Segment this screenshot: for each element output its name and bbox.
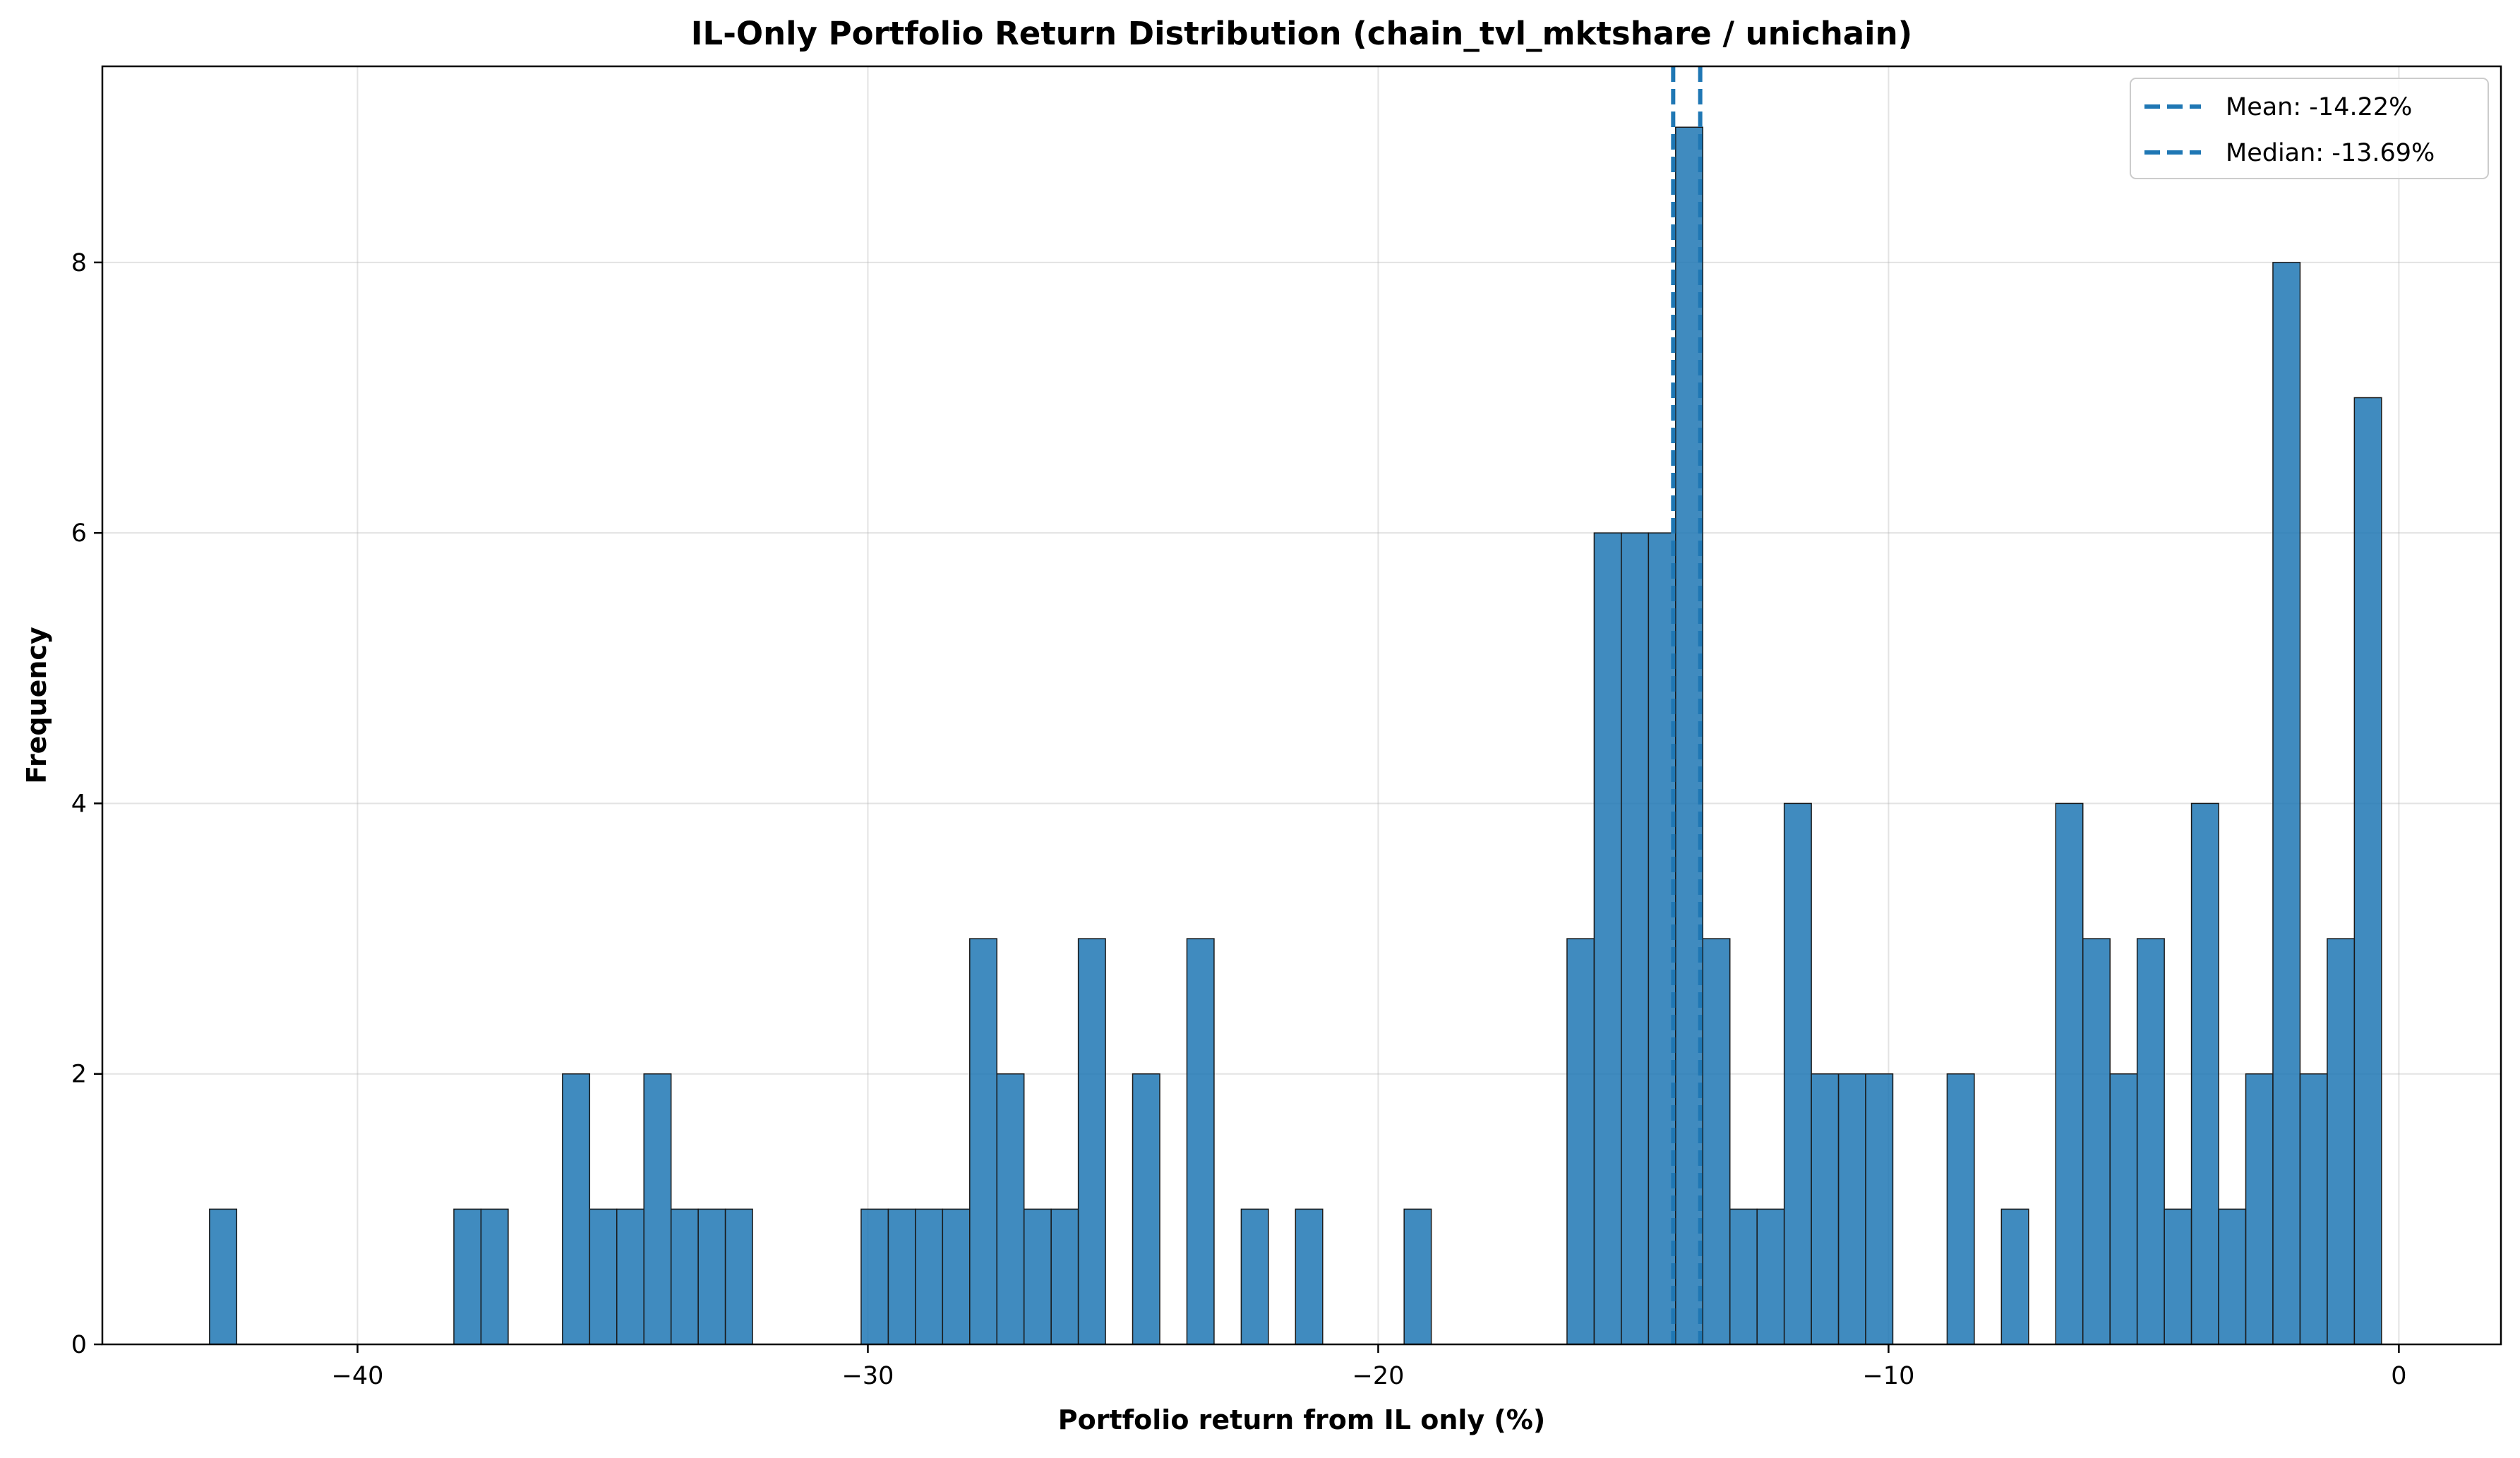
histogram-bar: [1865, 1073, 1894, 1345]
legend-entry-label: Mean: -14.22%: [2226, 93, 2412, 121]
ticks-layer: −40 −30 −20 −10 0 0 2 4 6 8: [71, 249, 2407, 1390]
histogram-bar: [616, 1208, 644, 1345]
histogram-bar: [2327, 938, 2356, 1345]
histogram-bar: [453, 1208, 482, 1345]
histogram-bar: [1023, 1208, 1052, 1345]
plot-frame: [101, 65, 2502, 1346]
histogram-bar: [969, 938, 997, 1345]
histogram-bar: [1811, 1073, 1840, 1345]
histogram-bar: [2082, 938, 2111, 1345]
x-tick-label: 0: [2391, 1362, 2406, 1390]
y-tick-label: 6: [71, 519, 87, 548]
x-tick-label: −10: [1862, 1362, 1914, 1390]
histogram-bar: [2190, 802, 2219, 1345]
histogram-bar: [2272, 262, 2301, 1345]
histogram-bar: [1132, 1073, 1160, 1345]
histogram-bar: [1295, 1208, 1324, 1345]
histogram-bar: [589, 1208, 618, 1345]
histogram-bar: [887, 1208, 916, 1345]
histogram-bar: [2164, 1208, 2192, 1345]
y-tick-label: 4: [71, 790, 87, 818]
histogram-bar: [562, 1073, 591, 1345]
histogram-bar: [480, 1208, 509, 1345]
legend-frame: [2130, 78, 2489, 179]
histogram-bar: [1946, 1073, 1975, 1345]
histogram-bar: [1783, 802, 1812, 1345]
histogram-bar: [697, 1208, 726, 1345]
histogram-bar: [1702, 938, 1731, 1345]
x-tick-label: −20: [1352, 1362, 1405, 1390]
reference-lines-layer: [1671, 66, 1703, 1344]
histogram-bar: [2245, 1073, 2274, 1345]
histogram-bar: [1077, 938, 1106, 1345]
x-tick-label: −30: [842, 1362, 894, 1390]
histogram-bar: [1050, 1208, 1079, 1345]
y-tick-label: 0: [71, 1331, 87, 1359]
histogram-bar: [996, 1073, 1025, 1345]
histogram-bar: [915, 1208, 944, 1345]
histogram-bar: [1186, 938, 1215, 1345]
histogram-bar: [2218, 1208, 2247, 1345]
histogram-bar: [2136, 938, 2165, 1345]
histogram-bar: [643, 1073, 672, 1345]
histogram-bar: [1837, 1073, 1866, 1345]
histogram-bar: [942, 1208, 971, 1345]
legend: Mean: -14.22% Median: -13.69%: [2130, 78, 2489, 179]
legend-entry-label: Median: -13.69%: [2226, 139, 2435, 167]
y-tick-label: 8: [71, 249, 87, 277]
bars-layer: [209, 126, 2382, 1345]
x-axis-label: Portfolio return from IL only (%): [1058, 1404, 1545, 1435]
histogram-bar: [860, 1208, 889, 1345]
histogram-bar: [1240, 1208, 1269, 1345]
histogram-bar: [2109, 1073, 2138, 1345]
y-axis-label: Frequency: [21, 627, 52, 784]
histogram-bar: [2055, 802, 2084, 1345]
x-tick-label: −40: [332, 1362, 384, 1390]
histogram-bar: [2299, 1073, 2328, 1345]
histogram-bar: [1729, 1208, 1758, 1345]
histogram-bar: [209, 1208, 238, 1345]
y-tick-label: 2: [71, 1061, 87, 1089]
histogram-bar: [724, 1208, 753, 1345]
histogram-bar: [2353, 397, 2382, 1345]
chart-title: IL-Only Portfolio Return Distribution (c…: [691, 15, 1912, 52]
histogram-bar: [1566, 938, 1595, 1345]
histogram-bar: [2000, 1208, 2029, 1345]
histogram-bar: [1621, 532, 1650, 1345]
histogram-bar: [1403, 1208, 1432, 1345]
histogram-bar: [670, 1208, 699, 1345]
histogram-bar: [1756, 1208, 1785, 1345]
histogram-bar: [1593, 532, 1622, 1345]
